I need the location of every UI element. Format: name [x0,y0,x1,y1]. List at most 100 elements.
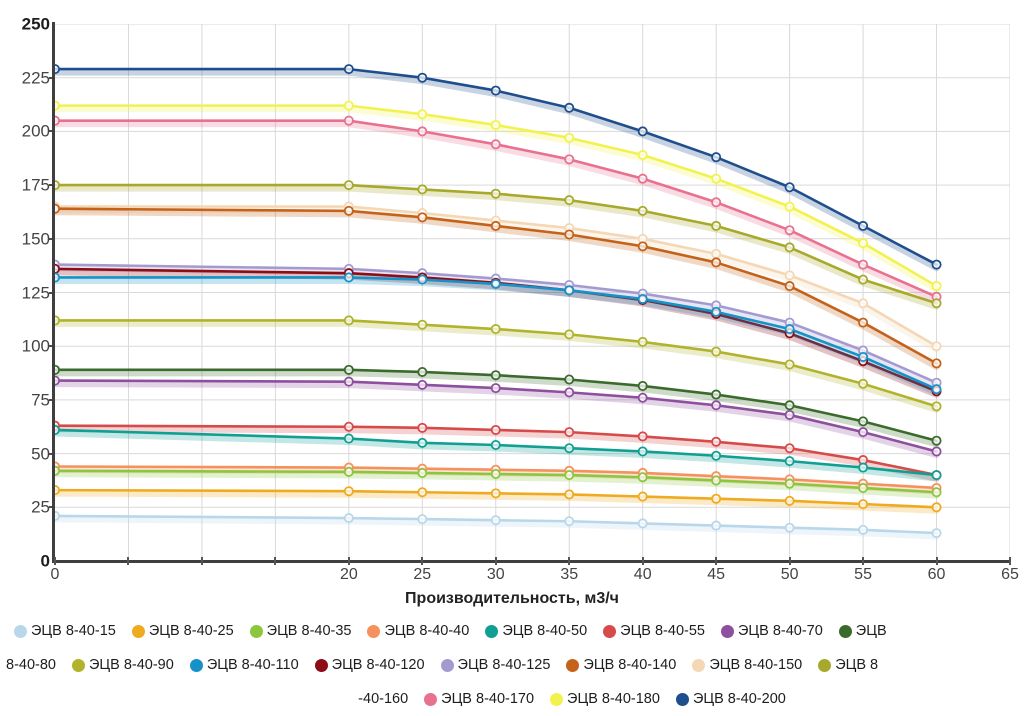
legend-item-----8-40-80[interactable]: ЭЦВ [838,624,887,639]
legend-item-----8-40-170[interactable]: ЭЦВ 8-40-170 [424,692,534,707]
data-point [417,379,428,390]
legend-item-----8-40-125[interactable]: ЭЦВ 8-40-125 [440,656,551,673]
x-tick-mark [935,557,938,565]
legend-item-label: ЭЦВ 8-40-125 [457,656,551,673]
data-point [564,195,575,206]
data-point [931,446,942,457]
series-line-----8-40-15 [55,514,938,535]
legend-item-label: ЭЦВ 8-40-50 [502,622,588,639]
data-point [343,364,354,375]
legend-label-continuation: -40-160 [358,691,409,707]
legend-item-----8-40-110[interactable]: ЭЦВ 8-40-110 [189,658,299,673]
x-tick-mark [788,557,791,565]
data-point [784,225,795,236]
series-line-----8-40-125 [55,263,938,385]
y-tick-label: 0 [40,551,50,571]
legend-item-----8-40-15[interactable]: ЭЦВ 8-40-15 [14,624,116,639]
legend-item-----8-40-50[interactable]: ЭЦВ 8-40-50 [485,624,587,639]
data-point [637,446,648,457]
legend-item-label: ЭЦВ 8-40-180 [567,690,660,707]
series-line-----8-40-110 [55,276,938,391]
data-point [711,248,722,259]
legend-color-swatch-icon [189,658,203,672]
series-line-----8-40-25 [55,488,938,509]
data-point [417,437,428,448]
data-point [858,351,869,362]
x-tick-mark-minor [127,557,130,565]
data-point [417,212,428,223]
legend-item-----8-40-160[interactable]: ЭЦВ 8 [818,658,878,673]
series-shadow [55,319,941,413]
x-tick-mark [715,557,718,565]
legend-item-label: ЭЦВ 8-40-55 [620,622,705,639]
data-point [55,64,60,75]
data-point [858,317,869,328]
series-line-----8-40-55 [55,424,938,477]
x-tick-label: 20 [339,566,358,583]
legend-item-----8-40-90[interactable]: ЭЦВ 8-40-90 [71,658,174,673]
series-shadow [55,208,941,370]
data-point [564,374,575,385]
x-tick-mark [641,557,644,565]
legend-item-----8-40-150[interactable]: ЭЦВ 8-40-150 [692,658,802,673]
x-tick-mark [568,557,571,565]
data-point [417,366,428,377]
data-point [784,201,795,212]
data-point [784,443,795,454]
data-point [490,324,501,335]
data-point [931,487,942,498]
data-point [858,416,869,427]
x-tick-mark [421,557,424,565]
y-tick-label: 225 [21,68,50,88]
line-chart: 0 25 50 75 100 125 150 175 200 225 250 0 20 25 30 35 40… [21,16,1019,608]
legend-item-----8-40-120[interactable]: ЭЦВ 8-40-120 [314,658,425,673]
legend-label-continuation: 8-40-80 [6,657,56,673]
x-axis-title: Производительность, м3/ч [405,590,619,607]
legend-item-label: ЭЦВ 8-40-35 [266,622,352,639]
series-line-----8-40-180 [55,104,938,288]
data-point [711,400,722,411]
x-tick-mark-minor [200,557,203,565]
x-tick-label: 45 [707,566,726,583]
data-point [784,242,795,253]
legend-item-----8-40-200[interactable]: ЭЦВ 8-40-200 [675,692,786,707]
data-point [711,173,722,184]
data-point [417,109,428,120]
legend-color-swatch-icon [838,624,852,638]
data-point [931,435,942,446]
legend-item-----8-40-180[interactable]: ЭЦВ 8-40-180 [550,692,660,707]
legend-item-----8-40-40[interactable]: ЭЦВ 8-40-40 [367,624,469,639]
data-point [343,100,354,111]
data-point [55,100,60,111]
legend-item-----8-40-25[interactable]: ЭЦВ 8-40-25 [131,624,234,639]
data-point [637,126,648,137]
data-point [490,139,501,150]
x-tick-label: 55 [854,566,872,583]
legend-color-swatch-icon [603,624,617,638]
legend-color-swatch-icon [485,624,499,638]
legend-item-label: ЭЦВ 8-40-170 [441,690,535,707]
data-point [711,257,722,268]
legend-item-----8-40-35[interactable]: ЭЦВ 8-40-35 [249,622,352,639]
series-line-----8-40-35 [55,469,938,494]
legend-color-swatch-icon [566,658,580,672]
data-point [637,491,648,502]
x-tick-mark-minor [274,557,277,565]
series-line-----8-40-140 [55,207,938,365]
data-point [931,470,942,481]
data-point [858,378,869,389]
series-shadow [55,515,941,540]
legend-item-----8-40-70[interactable]: ЭЦВ 8-40-70 [720,624,823,639]
series-shadow [55,120,941,304]
legend-item-----8-40-55[interactable]: ЭЦВ 8-40-55 [603,624,705,639]
series-line-----8-40-200 [55,67,938,266]
data-point [564,470,575,481]
series-shadow [55,369,941,448]
data-point [564,427,575,438]
data-point [637,336,648,347]
legend-item-----8-40-140[interactable]: ЭЦВ 8-40-140 [566,658,676,673]
data-point [784,324,795,335]
data-point [711,152,722,163]
x-tick-label: 25 [413,566,432,583]
y-tick-label: 75 [31,390,50,410]
